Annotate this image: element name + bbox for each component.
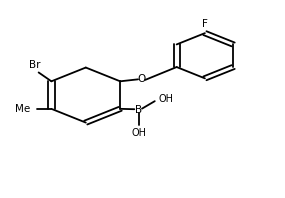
Text: B: B [135, 105, 142, 115]
Text: Me: Me [15, 104, 31, 114]
Text: OH: OH [131, 129, 146, 138]
Text: Br: Br [28, 60, 40, 69]
Text: F: F [202, 19, 208, 29]
Text: O: O [137, 74, 146, 84]
Text: OH: OH [158, 94, 174, 104]
